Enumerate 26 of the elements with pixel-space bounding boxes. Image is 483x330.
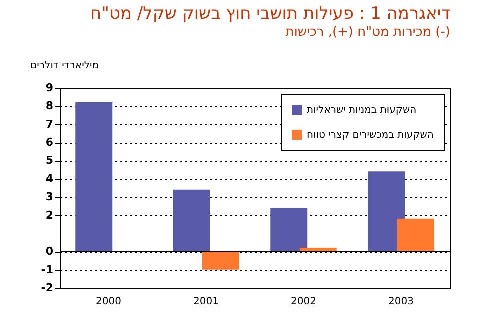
chart-subtitle: מכירות מט"ח (+), רכישות (-): [286, 25, 450, 40]
x-tick-label: 2003: [388, 296, 414, 308]
y-tick-label: 5: [46, 154, 54, 168]
y-tick-label: 3: [46, 190, 54, 204]
x-tick-label: 2002: [291, 296, 316, 308]
chart-title: דיאגרמה 1 : פעילות תושבי חוץ בשוק שקל/ מט"ח: [90, 4, 450, 24]
bar: [76, 102, 113, 252]
x-tick-label: 2000: [96, 296, 122, 308]
y-tick-label: 7: [46, 118, 54, 131]
y-tick-label: 4: [46, 172, 54, 186]
y-tick-label: -1: [41, 263, 54, 276]
bar: [202, 252, 240, 270]
y-axis-title: מיליארדי דולרים: [30, 60, 100, 72]
bar: [173, 190, 210, 252]
y-tick-label: 8: [46, 100, 54, 113]
y-tick-label: 6: [46, 136, 54, 150]
legend-label: השקעות במניות ישראליות: [307, 105, 417, 116]
y-tick-label: 9: [46, 82, 54, 94]
x-tick-label: 2001: [194, 296, 219, 308]
y-tick-label: 2: [46, 208, 54, 222]
y-tick-label: -2: [41, 282, 54, 294]
bar: [368, 172, 406, 252]
bar: [270, 208, 308, 252]
legend-label: השקעות במכשירים קצרי טווח: [307, 130, 434, 141]
y-tick-label: 0: [46, 245, 54, 258]
bar: [397, 218, 434, 252]
